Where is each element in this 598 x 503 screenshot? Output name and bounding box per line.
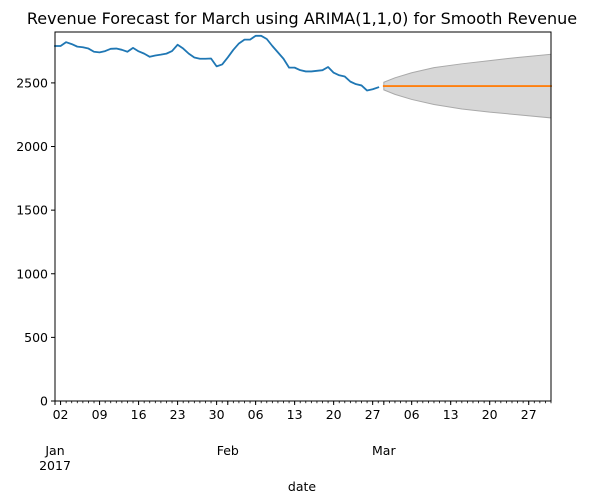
plot-area xyxy=(54,31,552,402)
chart-title: Revenue Forecast for March using ARIMA(1… xyxy=(27,9,577,28)
plot-frame xyxy=(54,31,552,402)
y-tick-label: 2000 xyxy=(16,139,48,154)
y-tick-label: 0 xyxy=(40,394,48,409)
x-tick-label: 30 xyxy=(209,407,225,422)
x-month-label: Feb xyxy=(217,443,239,458)
x-year-label: 2017 xyxy=(39,458,71,473)
x-tick-label: 20 xyxy=(482,407,498,422)
x-tick-label: 20 xyxy=(326,407,342,422)
x-month-label: Jan xyxy=(44,443,64,458)
x-tick-label: 02 xyxy=(53,407,69,422)
series-layer xyxy=(54,34,552,92)
x-tick-label: 27 xyxy=(365,407,381,422)
y-tick-label: 500 xyxy=(24,330,48,345)
x-tick-label: 09 xyxy=(92,407,108,422)
y-axis: 0 500 1000 1500 2000 2500 xyxy=(16,75,55,409)
x-tick-label: 27 xyxy=(521,407,537,422)
x-axis-label: date xyxy=(288,479,316,494)
y-tick-label: 1000 xyxy=(16,266,48,281)
y-tick-label: 2500 xyxy=(16,75,48,90)
x-tick-label: 13 xyxy=(443,407,459,422)
x-tick-label: 13 xyxy=(287,407,303,422)
x-tick-label: 16 xyxy=(131,407,147,422)
x-tick-label: 06 xyxy=(248,407,264,422)
y-tick-label: 1500 xyxy=(16,203,48,218)
observed-series-line xyxy=(54,34,380,92)
x-month-label: Mar xyxy=(372,443,396,458)
x-tick-label: 23 xyxy=(170,407,186,422)
x-tick-label: 06 xyxy=(404,407,420,422)
